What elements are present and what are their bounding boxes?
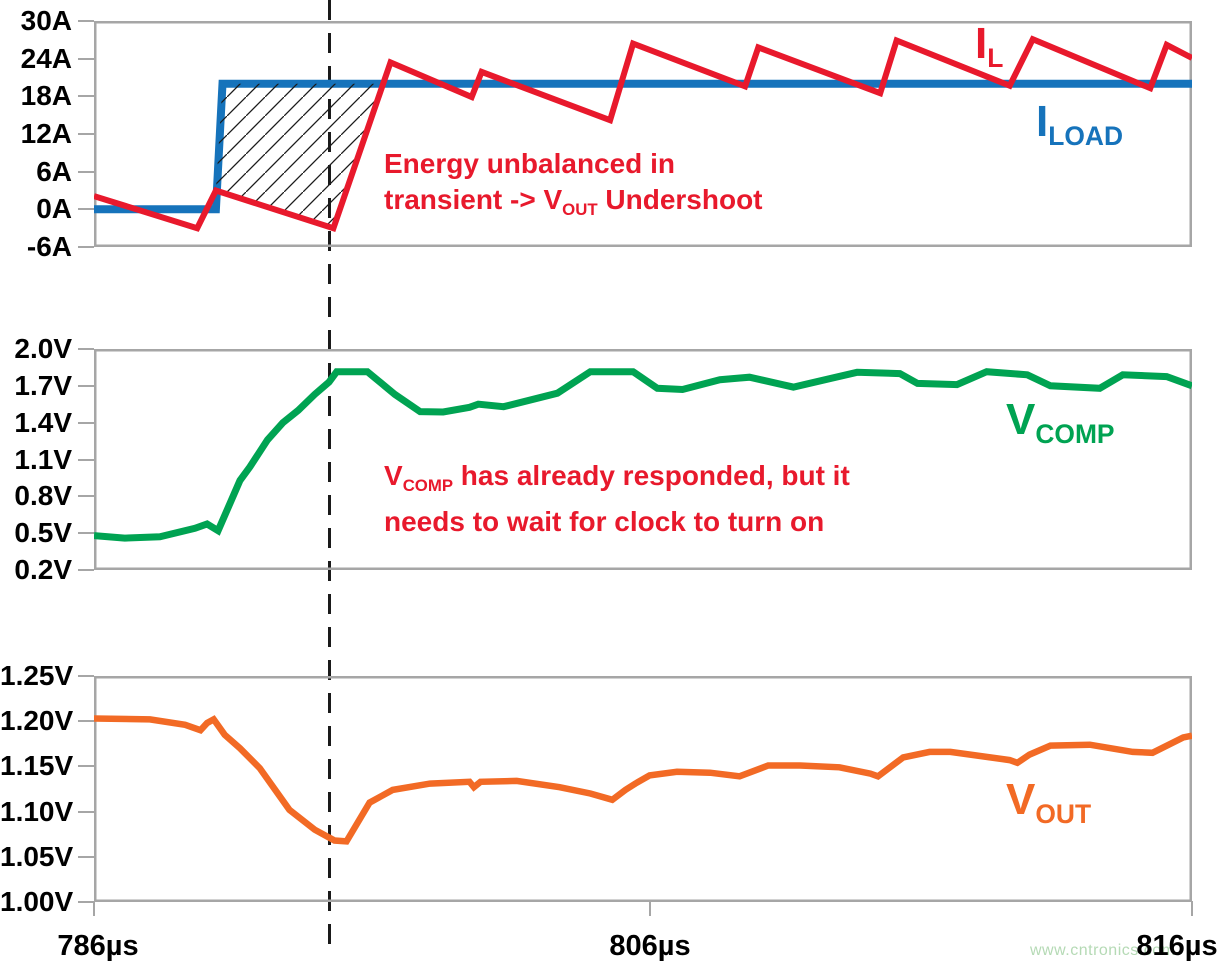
y-axis-tick — [78, 569, 94, 571]
inductor-current-and-load-current-vs-time-plot — [94, 21, 1192, 247]
vout-label-sub: OUT — [1035, 799, 1092, 830]
il-trace — [94, 35, 1192, 232]
y-axis-label: 1.25V — [0, 660, 74, 691]
y-axis-tick — [78, 348, 94, 350]
y-axis-label: 30A — [20, 5, 72, 36]
y-axis-label: 1.15V — [0, 750, 74, 782]
x-axis-tick — [93, 901, 95, 916]
y-axis-label: 2.0V — [14, 333, 72, 364]
il-label-sub: L — [987, 43, 1004, 74]
transient-dashed-line — [328, 0, 331, 948]
y-axis-label: 1.7V — [14, 369, 72, 401]
y-axis-tick — [78, 458, 94, 461]
plot-border — [94, 21, 1192, 247]
x-axis-label-816us: 816µs — [1136, 930, 1218, 962]
energy-annotation-line2-post: Undershoot — [597, 184, 763, 215]
il-label-main: I — [975, 19, 988, 68]
plot-border — [94, 676, 1192, 902]
y-axis-tick — [78, 133, 94, 135]
vout-chart: 1.25V 1.20V 1.15V 1.10V 1.05V 1.00V — [0, 660, 1219, 917]
iload-label-main: I — [1036, 97, 1049, 146]
vout-series-label: VOUT — [1006, 778, 1091, 836]
y-axis-tick — [78, 855, 94, 858]
vcomp-series-label: VCOMP — [1006, 398, 1115, 456]
energy-annotation-vout-subscript: OUT — [562, 199, 598, 219]
iload-label-sub: LOAD — [1048, 121, 1123, 152]
inductor-current-chart: 30A 24A 18A 12A 6A 0A -6A — [0, 5, 1219, 262]
y-axis-label: 6A — [36, 155, 72, 187]
energy-annotation-line1: Energy unbalanced in — [384, 148, 675, 179]
vcomp-annotation-line1-post: has already responded, but it — [453, 460, 850, 491]
vcomp-annotation-line1-pre: V — [384, 460, 403, 491]
y-axis-tick — [78, 720, 94, 723]
vcomp-response-annotation: VCOMP has already responded, but it need… — [384, 458, 850, 540]
plot-border — [94, 349, 1192, 570]
vcomp-label-main: V — [1006, 395, 1036, 444]
vcomp-chart: 2.0V 1.7V 1.4V 1.1V 0.8V 0.5V 0.2V — [0, 333, 1219, 585]
y-axis-tick — [78, 57, 94, 60]
y-axis-tick — [78, 208, 94, 211]
y-axis-tick — [78, 810, 94, 813]
output-voltage-v-out-vs-time-undershoot-during-load-transient--plot — [94, 676, 1192, 902]
x-axis-tick — [1191, 901, 1193, 916]
error-amplifier-output-v-comp-vs-time-plot — [94, 349, 1192, 570]
y-axis-label: 0.8V — [14, 480, 72, 512]
y-axis-label: 1.05V — [0, 840, 74, 872]
y-axis-label: 0.2V — [14, 554, 72, 585]
y-axis-label: 0A — [36, 193, 72, 225]
y-axis-label: 1.20V — [0, 705, 74, 737]
il-series-label: IL — [975, 22, 1003, 80]
y-axis-tick — [78, 765, 94, 768]
y-axis-tick — [78, 901, 94, 903]
y-axis-label: 1.4V — [14, 406, 72, 438]
watermark-text: www.cntronics.com — [1030, 942, 1176, 959]
vcomp-trace — [94, 368, 1192, 542]
y-axis-tick — [78, 170, 94, 173]
x-axis-label-806us: 806µs — [609, 930, 691, 962]
energy-deficit-hatch-area — [215, 83, 381, 229]
y-axis-label: 1.1V — [14, 443, 72, 475]
x-axis-tick — [648, 901, 651, 916]
y-axis-label: 12A — [20, 118, 72, 149]
y-axis-label: 1.10V — [0, 795, 74, 827]
y-axis-tick — [78, 495, 94, 498]
vcomp-annotation-line2: needs to wait for clock to turn on — [384, 505, 825, 537]
iload-series-label: ILOAD — [1036, 100, 1123, 158]
y-axis-label: 18A — [20, 80, 72, 112]
x-axis-label-786us: 786µs — [57, 930, 139, 962]
y-axis-tick — [78, 384, 94, 387]
y-axis-tick — [78, 421, 94, 424]
y-axis-label: 0.5V — [14, 517, 72, 549]
vout-label-main: V — [1006, 775, 1036, 824]
energy-unbalance-annotation: Energy unbalanced in transient -> VOUT U… — [384, 146, 763, 228]
y-axis-tick — [78, 246, 94, 248]
y-axis-tick — [78, 95, 94, 98]
y-axis-label: 24A — [20, 42, 72, 74]
y-axis-label: 1.00V — [0, 886, 74, 917]
vcomp-label-sub: COMP — [1035, 419, 1115, 450]
vout-trace — [94, 715, 1192, 845]
y-axis-tick — [78, 20, 94, 22]
energy-annotation-line2-pre: transient -> V — [384, 184, 563, 215]
y-axis-tick — [78, 675, 94, 677]
y-axis-label: -6A — [26, 231, 72, 262]
y-axis-tick — [78, 532, 94, 535]
vcomp-annotation-subscript: COMP — [402, 475, 454, 495]
